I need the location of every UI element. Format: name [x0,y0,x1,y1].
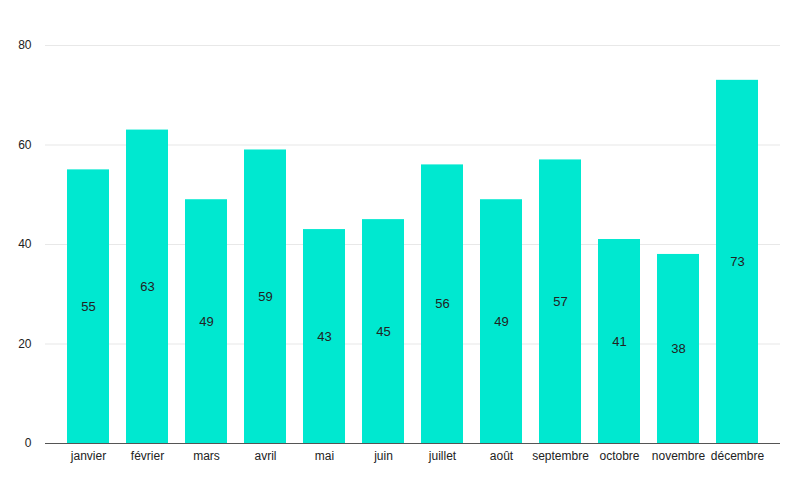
svg-text:73: 73 [730,254,744,269]
svg-text:janvier: janvier [70,449,106,463]
svg-text:décembre: décembre [711,449,765,463]
svg-text:avril: avril [254,449,276,463]
svg-text:mai: mai [315,449,334,463]
svg-text:49: 49 [199,314,213,329]
svg-text:43: 43 [317,329,331,344]
svg-text:80: 80 [18,38,32,52]
svg-text:20: 20 [18,337,32,351]
svg-text:57: 57 [553,294,567,309]
svg-text:55: 55 [81,299,95,314]
svg-text:60: 60 [18,138,32,152]
svg-text:août: août [490,449,514,463]
svg-text:novembre: novembre [652,449,706,463]
svg-text:40: 40 [18,237,32,251]
svg-text:56: 56 [435,296,449,311]
svg-text:0: 0 [25,436,32,450]
svg-text:février: février [131,449,164,463]
svg-text:septembre: septembre [532,449,589,463]
svg-text:41: 41 [612,334,626,349]
svg-text:63: 63 [140,279,154,294]
svg-text:45: 45 [376,324,390,339]
svg-text:59: 59 [258,289,272,304]
svg-text:juillet: juillet [428,449,457,463]
svg-text:octobre: octobre [599,449,639,463]
svg-text:38: 38 [671,341,685,356]
svg-text:mars: mars [193,449,220,463]
svg-text:juin: juin [373,449,393,463]
svg-text:49: 49 [494,314,508,329]
